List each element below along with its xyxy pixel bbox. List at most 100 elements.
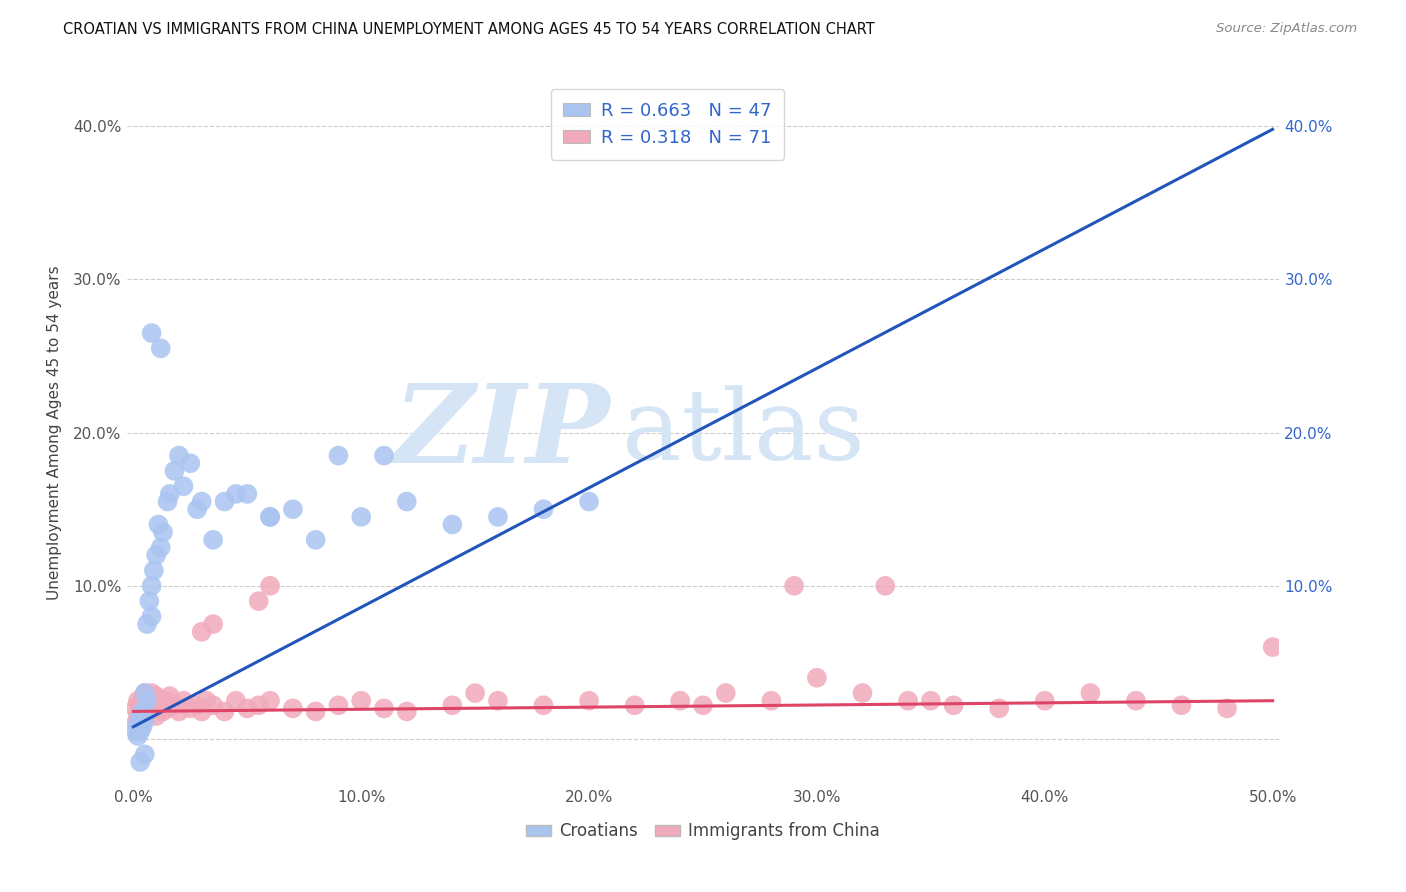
Point: [350, 509, 373, 524]
Point: [124, 701, 146, 715]
Point: [1170, 698, 1192, 713]
Point: [167, 449, 190, 463]
Point: [141, 686, 163, 700]
Point: [305, 705, 328, 719]
Point: [441, 517, 464, 532]
Point: [328, 449, 350, 463]
Point: [1261, 640, 1284, 654]
Point: [328, 698, 350, 713]
Point: [195, 694, 218, 708]
Point: [806, 671, 828, 685]
Point: [1078, 686, 1101, 700]
Point: [124, 716, 146, 731]
Point: [259, 694, 281, 708]
Point: [373, 449, 395, 463]
Point: [714, 686, 737, 700]
Point: [129, 755, 152, 769]
Point: [131, 720, 153, 734]
Point: [1216, 701, 1239, 715]
Point: [281, 502, 304, 516]
Point: [152, 705, 174, 719]
Point: [486, 694, 509, 708]
Point: [533, 502, 555, 516]
Point: [190, 494, 212, 508]
Point: [129, 724, 152, 739]
Point: [136, 617, 159, 632]
Point: [897, 694, 920, 708]
Text: CROATIAN VS IMMIGRANTS FROM CHINA UNEMPLOYMENT AMONG AGES 45 TO 54 YEARS CORRELA: CROATIAN VS IMMIGRANTS FROM CHINA UNEMPL…: [63, 22, 875, 37]
Point: [134, 709, 156, 723]
Point: [202, 617, 225, 632]
Point: [149, 698, 172, 713]
Point: [149, 342, 172, 356]
Point: [486, 509, 509, 524]
Point: [148, 701, 170, 715]
Point: [163, 698, 186, 713]
Point: [179, 456, 201, 470]
Point: [623, 698, 645, 713]
Point: [259, 509, 281, 524]
Point: [202, 698, 225, 713]
Point: [190, 705, 212, 719]
Point: [1033, 694, 1056, 708]
Point: [155, 694, 177, 708]
Point: [141, 609, 163, 624]
Point: [236, 487, 259, 501]
Point: [783, 579, 806, 593]
Point: [156, 494, 179, 508]
Point: [141, 326, 163, 340]
Point: [145, 709, 167, 723]
Point: [373, 701, 395, 715]
Point: [225, 694, 247, 708]
Point: [920, 694, 942, 708]
Point: [259, 509, 281, 524]
Point: [761, 694, 783, 708]
Point: [851, 686, 873, 700]
Text: atlas: atlas: [623, 384, 865, 481]
Point: [186, 698, 208, 713]
Point: [129, 709, 152, 723]
Point: [259, 579, 281, 593]
Point: [149, 541, 172, 555]
Point: [395, 494, 418, 508]
Point: [134, 686, 156, 700]
Point: [305, 533, 328, 547]
Point: [136, 698, 159, 713]
Point: [138, 705, 160, 719]
Point: [159, 689, 181, 703]
Point: [159, 487, 181, 501]
Point: [190, 624, 212, 639]
Point: [136, 694, 159, 708]
Point: [134, 747, 156, 762]
Point: [129, 716, 152, 731]
Point: [578, 494, 600, 508]
Point: [350, 694, 373, 708]
Point: [214, 494, 236, 508]
Point: [152, 525, 174, 540]
Point: [247, 698, 270, 713]
Point: [129, 698, 152, 713]
Point: [988, 701, 1011, 715]
Point: [127, 729, 149, 743]
Point: [134, 714, 156, 728]
Point: [124, 724, 146, 739]
Point: [131, 705, 153, 719]
Point: [163, 464, 186, 478]
Point: [669, 694, 692, 708]
Text: ZIP: ZIP: [394, 379, 610, 486]
Point: [179, 701, 201, 715]
Point: [281, 701, 304, 715]
Y-axis label: Unemployment Among Ages 45 to 54 years: Unemployment Among Ages 45 to 54 years: [46, 265, 62, 600]
Point: [942, 698, 965, 713]
Point: [1125, 694, 1147, 708]
Point: [533, 698, 555, 713]
Point: [142, 564, 165, 578]
Point: [131, 705, 153, 719]
Point: [578, 694, 600, 708]
Point: [692, 698, 714, 713]
Point: [148, 517, 170, 532]
Point: [145, 548, 167, 562]
Point: [141, 579, 163, 593]
Point: [134, 686, 156, 700]
Point: [464, 686, 486, 700]
